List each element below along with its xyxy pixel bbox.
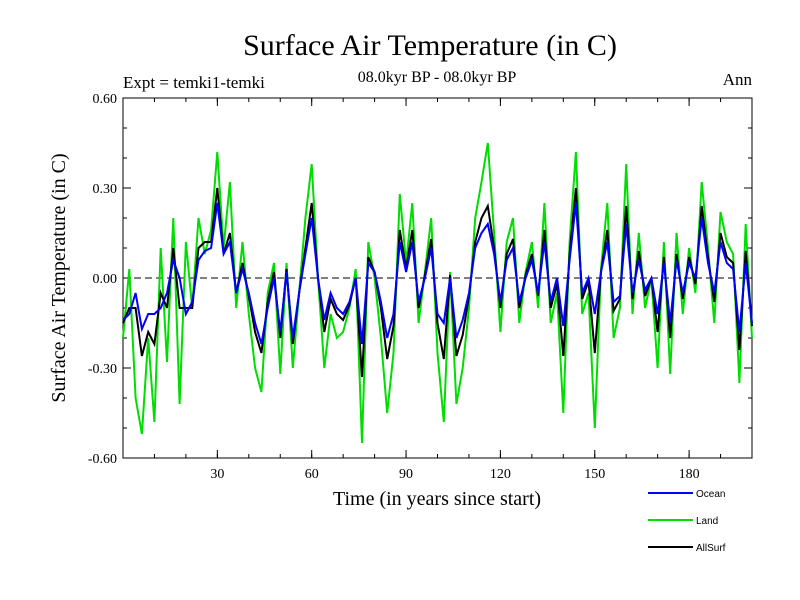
y-tick-label: 0.60 [93,92,118,107]
experiment-label: Expt = temki1-temki [123,73,265,92]
legend: Ocean Land AllSurf [648,489,726,554]
season-label: Ann [723,70,753,89]
y-tick-label: 0.30 [93,182,118,197]
x-tick-label: 30 [210,467,224,482]
y-tick-label: 0.00 [93,272,118,287]
chart-title: Surface Air Temperature (in C) [243,29,617,62]
x-axis: 30 60 90 120 150 180 [153,98,722,482]
y-axis: -0.60 -0.30 0.00 0.30 0.60 [88,92,752,467]
series-layer [122,142,753,444]
legend-label-ocean: Ocean [696,489,725,500]
y-tick-label: -0.30 [88,362,117,377]
x-tick-label: 150 [584,467,605,482]
y-tick-label: -0.60 [88,452,117,467]
y-axis-label: Surface Air Temperature (in C) [48,153,70,402]
x-axis-label: Time (in years since start) [333,488,541,510]
series-line-land [122,142,753,444]
series-line-allsurf [122,187,753,378]
x-tick-label: 90 [399,467,413,482]
x-tick-label: 120 [490,467,511,482]
legend-label-land: Land [696,516,718,527]
legend-label-allsurf: AllSurf [696,543,726,554]
chart-subtitle: 08.0kyr BP - 08.0kyr BP [358,69,517,86]
series-line-ocean [122,202,753,345]
x-tick-label: 180 [679,467,700,482]
x-tick-label: 60 [305,467,319,482]
